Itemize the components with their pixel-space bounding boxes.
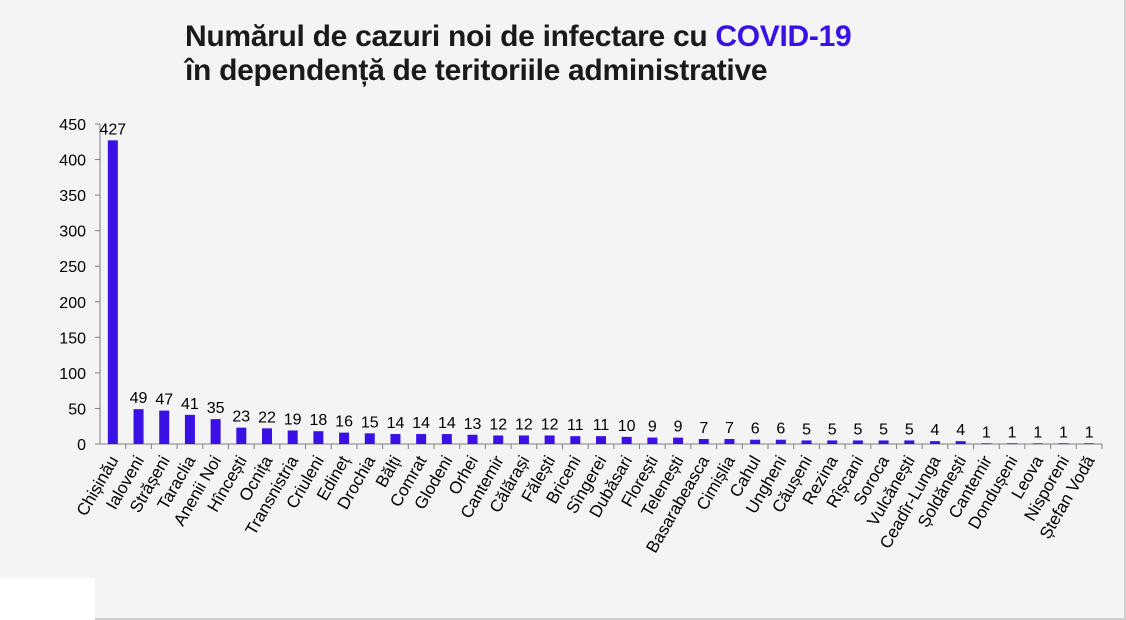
bar-value-label: 1 <box>982 424 991 441</box>
bar-value-label: 13 <box>464 416 482 433</box>
bar <box>184 414 195 444</box>
bar-value-label: 12 <box>515 416 533 433</box>
bar <box>827 440 838 444</box>
bar-value-label: 7 <box>699 420 708 437</box>
bar <box>1032 443 1043 445</box>
bar <box>1084 443 1095 445</box>
bar-value-label: 5 <box>853 421 862 438</box>
y-tick-label: 450 <box>59 117 86 134</box>
bar <box>493 435 504 444</box>
bar <box>930 441 940 444</box>
bar <box>852 440 863 444</box>
bar <box>904 440 915 444</box>
bar <box>775 439 786 444</box>
bar <box>467 434 478 444</box>
bar <box>1058 443 1069 445</box>
bar <box>1007 443 1018 445</box>
bar <box>262 428 272 444</box>
bar <box>210 419 221 444</box>
bar <box>570 436 581 444</box>
bar-value-label: 6 <box>776 421 785 438</box>
bar-value-label: 1 <box>1059 424 1068 441</box>
chart-title-accent: COVID-19 <box>715 20 852 53</box>
bar-value-label: 10 <box>618 418 636 435</box>
bar-value-label: 1 <box>1008 424 1017 441</box>
bar-value-label: 5 <box>905 421 914 438</box>
bar <box>981 443 992 445</box>
bar-value-label: 11 <box>593 417 610 434</box>
bar-value-label: 1 <box>1033 424 1042 441</box>
y-tick-label: 200 <box>59 295 86 312</box>
bar-value-label: 5 <box>828 421 837 438</box>
bar <box>596 436 606 444</box>
bar-value-label: 22 <box>258 409 276 426</box>
bar <box>544 435 555 444</box>
chart-title: Numărul de cazuri noi de infectare cu CO… <box>185 20 852 88</box>
bar <box>287 430 298 444</box>
bar-value-label: 19 <box>284 411 302 428</box>
bar-value-label: 4 <box>956 422 965 439</box>
bar <box>133 409 144 444</box>
chart-title-line1: Numărul de cazuri noi de infectare cu CO… <box>185 20 852 54</box>
bar-value-label: 7 <box>725 420 734 437</box>
bar <box>416 434 427 444</box>
white-patch <box>0 578 95 620</box>
bar <box>364 433 375 444</box>
bar <box>878 440 889 444</box>
bar-value-label: 35 <box>207 400 225 417</box>
bar-value-label: 15 <box>361 414 379 431</box>
bar-value-label: 6 <box>751 421 760 438</box>
bar <box>518 435 529 444</box>
bar <box>107 140 118 444</box>
y-tick-label: 100 <box>59 366 86 383</box>
chart-title-prefix: Numărul de cazuri noi de infectare cu <box>185 20 716 53</box>
bar-value-label: 47 <box>155 392 173 409</box>
chart-title-line2: în dependență de teritoriile administrat… <box>185 54 768 87</box>
y-tick-label: 350 <box>59 188 86 205</box>
bar <box>750 439 761 444</box>
bar-value-label: 5 <box>879 421 888 438</box>
bar-value-label: 14 <box>412 415 430 432</box>
y-tick-label: 400 <box>59 153 86 170</box>
bar <box>724 439 735 444</box>
bar <box>621 436 632 444</box>
bar-value-label: 23 <box>232 409 250 426</box>
bar <box>801 440 812 444</box>
bar-value-label: 49 <box>130 390 148 407</box>
y-tick-label: 300 <box>59 224 86 241</box>
bar-value-label: 12 <box>541 416 559 433</box>
y-tick-label: 250 <box>59 259 86 276</box>
bar <box>313 431 324 444</box>
bar-value-label: 14 <box>438 415 456 432</box>
bar <box>673 437 684 444</box>
bar-value-label: 4 <box>931 422 940 439</box>
bar <box>441 434 452 444</box>
bar-value-label: 427 <box>99 121 126 138</box>
y-tick-label: 0 <box>77 437 86 454</box>
bar-value-label: 9 <box>648 419 657 436</box>
bar <box>698 439 709 444</box>
bar-value-label: 9 <box>674 419 683 436</box>
bar-value-label: 1 <box>1085 424 1094 441</box>
bar-value-label: 12 <box>489 416 507 433</box>
bar <box>236 427 247 444</box>
y-tick-label: 50 <box>68 401 86 418</box>
bar <box>647 437 658 444</box>
bar-value-label: 5 <box>802 421 811 438</box>
bar-value-label: 18 <box>309 412 327 429</box>
bar <box>339 432 350 444</box>
bar-value-label: 11 <box>567 417 584 434</box>
bar-value-label: 16 <box>335 414 353 431</box>
bar <box>955 441 966 444</box>
bar-value-label: 41 <box>181 396 199 413</box>
bar-value-label: 14 <box>387 415 405 432</box>
bar <box>390 434 401 444</box>
bar <box>159 410 170 444</box>
y-tick-label: 150 <box>59 330 86 347</box>
